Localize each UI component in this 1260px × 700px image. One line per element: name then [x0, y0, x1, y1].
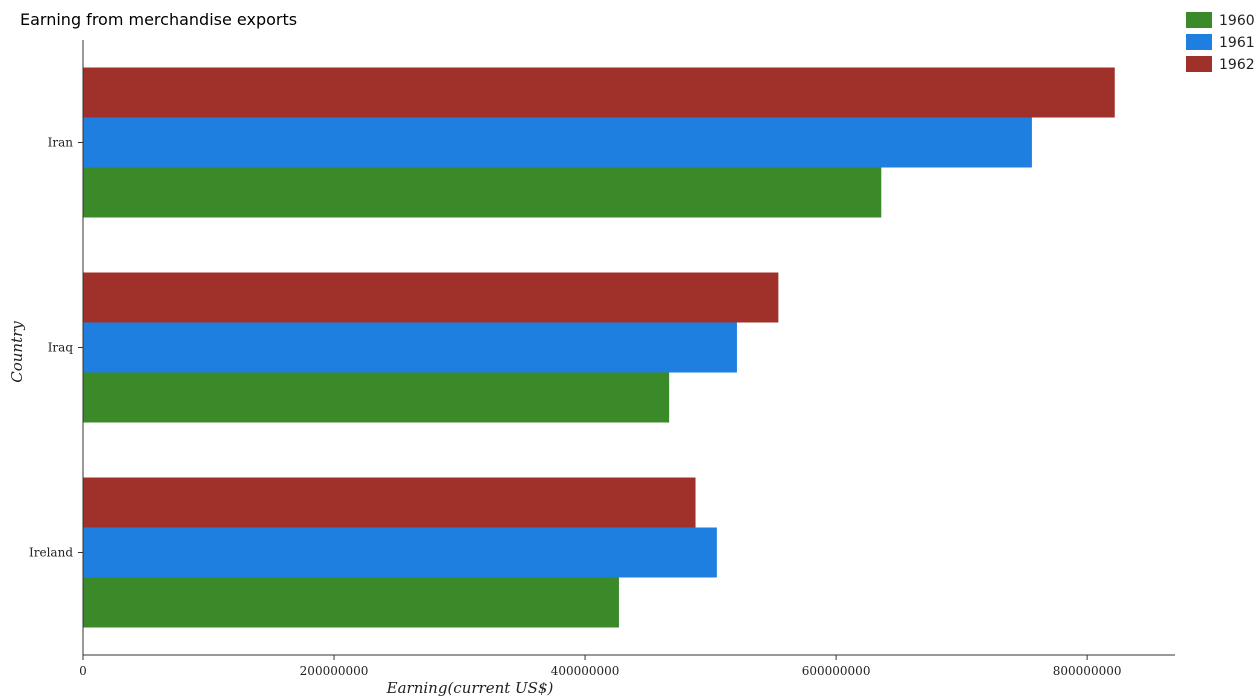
x-tick-label: 600000000: [802, 664, 871, 678]
bar-iran-1962: [83, 67, 1115, 118]
y-tick-label: Iraq: [48, 341, 74, 355]
y-tick-label: Iran: [48, 136, 74, 150]
legend-label-1960: 1960: [1219, 13, 1255, 29]
bar-iraq-1962: [83, 272, 779, 323]
bar-ireland-1961: [83, 527, 717, 578]
bar-iran-1960: [83, 167, 882, 218]
legend-swatch-1960: [1186, 12, 1212, 28]
x-axis-label: Earning(current US$): [386, 679, 554, 697]
legend-label-1961: 1961: [1219, 35, 1255, 51]
bar-iraq-1961: [83, 322, 737, 373]
legend-swatch-1962: [1186, 56, 1212, 72]
bar-iran-1961: [83, 117, 1032, 168]
legend-swatch-1961: [1186, 34, 1212, 50]
bar-iraq-1960: [83, 372, 670, 423]
bar-ireland-1960: [83, 577, 619, 628]
x-tick-label: 200000000: [300, 664, 369, 678]
x-axis-ticks: 0 200000000 400000000 600000000 800000000: [79, 655, 1121, 678]
chart-title: Earning from merchandise exports: [20, 10, 297, 29]
plot-area: [82, 40, 1175, 656]
y-axis-label: Country: [8, 321, 26, 383]
x-tick-label: 800000000: [1053, 664, 1122, 678]
bar-ireland-1962: [83, 477, 696, 528]
y-axis-ticks: Iran Iraq Ireland: [29, 136, 83, 560]
y-tick-label: Ireland: [29, 546, 73, 560]
legend: 1960 1961 1962: [1186, 12, 1255, 73]
x-tick-label: 0: [79, 664, 87, 678]
x-tick-label: 400000000: [551, 664, 620, 678]
legend-label-1962: 1962: [1219, 57, 1255, 73]
